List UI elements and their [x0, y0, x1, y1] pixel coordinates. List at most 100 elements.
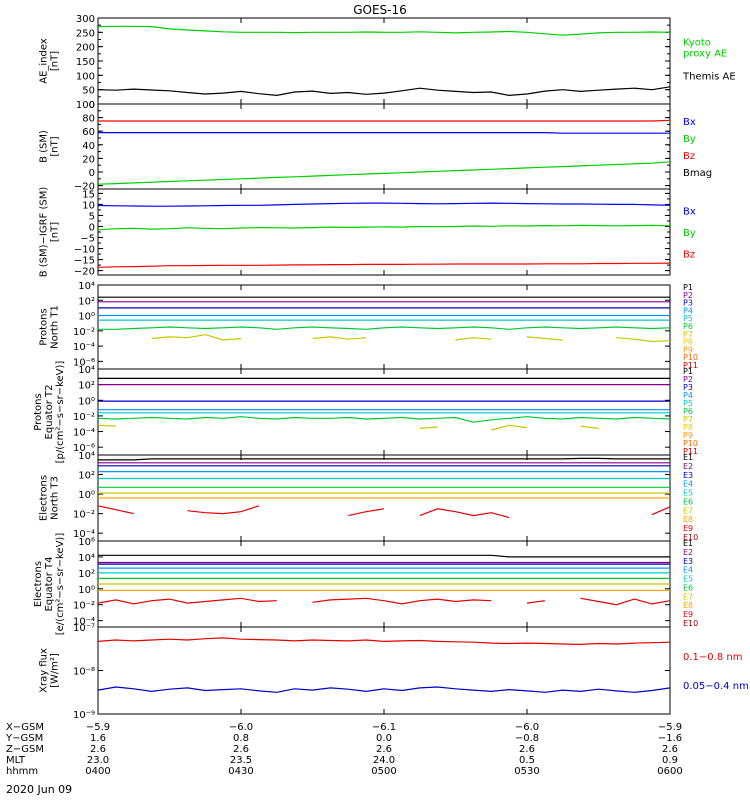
series-line: [97, 224, 671, 231]
y-tick-label: 10²: [78, 471, 95, 482]
x-axis-value: 2.6: [376, 744, 392, 755]
y-axis-label: Equator T4: [44, 557, 55, 612]
legend-label: 0.1−0.8 nm: [683, 652, 742, 663]
legend-label: Themis AE: [682, 71, 736, 82]
y-tick-label: 10⁻⁴: [73, 428, 95, 439]
y-tick-label: −15: [74, 256, 95, 267]
x-axis-value: 2.6: [519, 744, 535, 755]
y-axis-label: [nT]: [50, 136, 61, 156]
legend-label: E1: [683, 539, 693, 548]
legend-label: E7: [683, 592, 693, 601]
x-axis-value: −5.9: [658, 722, 682, 733]
y-axis-label: Electrons: [39, 475, 50, 521]
y-tick-label: 250: [76, 28, 95, 39]
x-axis-row-label: Y−GSM: [5, 733, 43, 744]
x-axis-row-label: hhmm: [6, 766, 38, 777]
legend-label: P11: [683, 361, 698, 370]
y-axis-label: [W/m²]: [50, 653, 61, 688]
y-tick-label: −20: [74, 267, 95, 278]
legend-label: P7: [683, 330, 693, 339]
legend-label: E8: [683, 601, 693, 610]
legend-label: P10: [683, 439, 698, 448]
x-axis-value: −6.0: [229, 722, 253, 733]
legend-label: P3: [683, 299, 693, 308]
x-axis-value: 0.5: [519, 755, 535, 766]
y-axis-label: B (SM): [39, 130, 50, 163]
legend-label: Bz: [683, 250, 695, 261]
legend-label: P6: [683, 322, 693, 331]
series-line: [98, 132, 670, 134]
y-axis-label: Xray flux: [39, 648, 50, 693]
x-axis-value: 23.5: [230, 755, 252, 766]
y-tick-label: 10⁻⁶: [73, 357, 95, 368]
y-axis-label: North T1: [50, 305, 61, 349]
y-axis-label: AE_index: [39, 38, 50, 84]
x-axis-value: 1.6: [90, 733, 106, 744]
y-tick-label: 15: [82, 189, 95, 200]
legend-label: Bx: [683, 207, 696, 218]
legend-label: P2: [683, 291, 693, 300]
legend-label: By: [683, 134, 696, 145]
y-axis-label: Electrons: [33, 561, 44, 607]
y-tick-label: 10²: [78, 381, 95, 392]
x-axis-value: 0.0: [376, 733, 392, 744]
x-axis-value: 2.6: [233, 744, 249, 755]
y-tick-label: 100: [76, 100, 95, 111]
legend-label: P5: [683, 314, 693, 323]
series-line: [97, 202, 671, 207]
legend-label: Bx: [683, 117, 696, 128]
y-tick-label: 40: [82, 141, 95, 152]
x-axis-value: 0400: [85, 766, 110, 777]
x-axis-value: 24.0: [373, 755, 395, 766]
series-line: [97, 597, 671, 606]
y-tick-label: 10⁰: [78, 396, 95, 407]
series-line: [98, 457, 670, 461]
y-axis-label: [e/(cm²−s−sr−keV)]: [55, 533, 66, 636]
x-axis-value: −6.1: [372, 722, 396, 733]
y-axis-label: Protons: [39, 308, 50, 345]
y-tick-label: 10⁻⁷: [73, 623, 95, 634]
y-tick-label: 0: [89, 222, 95, 233]
legend-label: E4: [683, 566, 693, 575]
y-tick-label: 10: [82, 200, 95, 211]
series-line: [97, 686, 671, 693]
x-axis-value: 0530: [514, 766, 539, 777]
x-axis-row-label: MLT: [6, 755, 26, 766]
y-tick-label: 10⁰: [78, 490, 95, 501]
legend-label: E5: [683, 489, 693, 498]
x-axis-value: 0430: [228, 766, 253, 777]
legend-label: E3: [683, 557, 693, 566]
legend-label: E7: [683, 506, 693, 515]
legend-label: Kyoto: [683, 38, 711, 49]
legend-label: E10: [683, 533, 698, 542]
date-label: 2020 Jun 09: [6, 783, 72, 796]
x-axis-value: −1.6: [658, 733, 682, 744]
legend-label: E9: [683, 610, 693, 619]
legend-label: P9: [683, 431, 693, 440]
series-line: [98, 119, 671, 122]
series-line: [151, 333, 671, 343]
y-tick-label: 10⁻²: [73, 327, 95, 338]
y-tick-label: 60: [82, 127, 95, 138]
legend-label: E3: [683, 471, 693, 480]
y-tick-label: 300: [76, 14, 95, 25]
y-tick-label: 20: [82, 154, 95, 165]
legend-label: P1: [683, 367, 693, 376]
y-tick-label: 10⁴: [78, 365, 95, 376]
legend-label: E9: [683, 524, 693, 533]
series-line: [97, 161, 671, 185]
legend-label: P7: [683, 415, 693, 424]
legend-label: By: [683, 228, 696, 239]
legend-label: E10: [683, 619, 698, 628]
series-line: [97, 416, 671, 423]
series-line: [97, 86, 671, 97]
series-line: [98, 326, 671, 330]
x-axis-value: −0.8: [515, 733, 539, 744]
y-tick-label: 10⁶: [78, 537, 95, 548]
x-axis-value: 0.9: [662, 755, 678, 766]
x-axis-value: 23.0: [87, 755, 109, 766]
y-tick-label: 10⁻⁶: [73, 443, 95, 454]
plot-title: GOES-16: [353, 3, 407, 17]
